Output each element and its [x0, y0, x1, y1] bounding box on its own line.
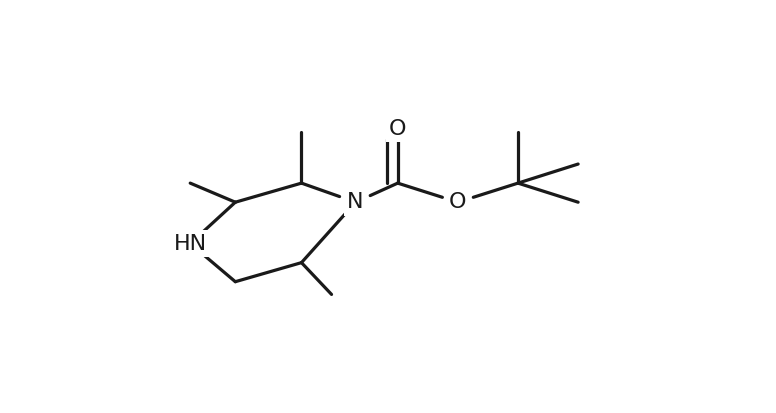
Text: O: O — [449, 192, 466, 212]
Text: N: N — [348, 192, 364, 212]
Text: HN: HN — [174, 233, 206, 254]
Text: O: O — [389, 119, 407, 139]
